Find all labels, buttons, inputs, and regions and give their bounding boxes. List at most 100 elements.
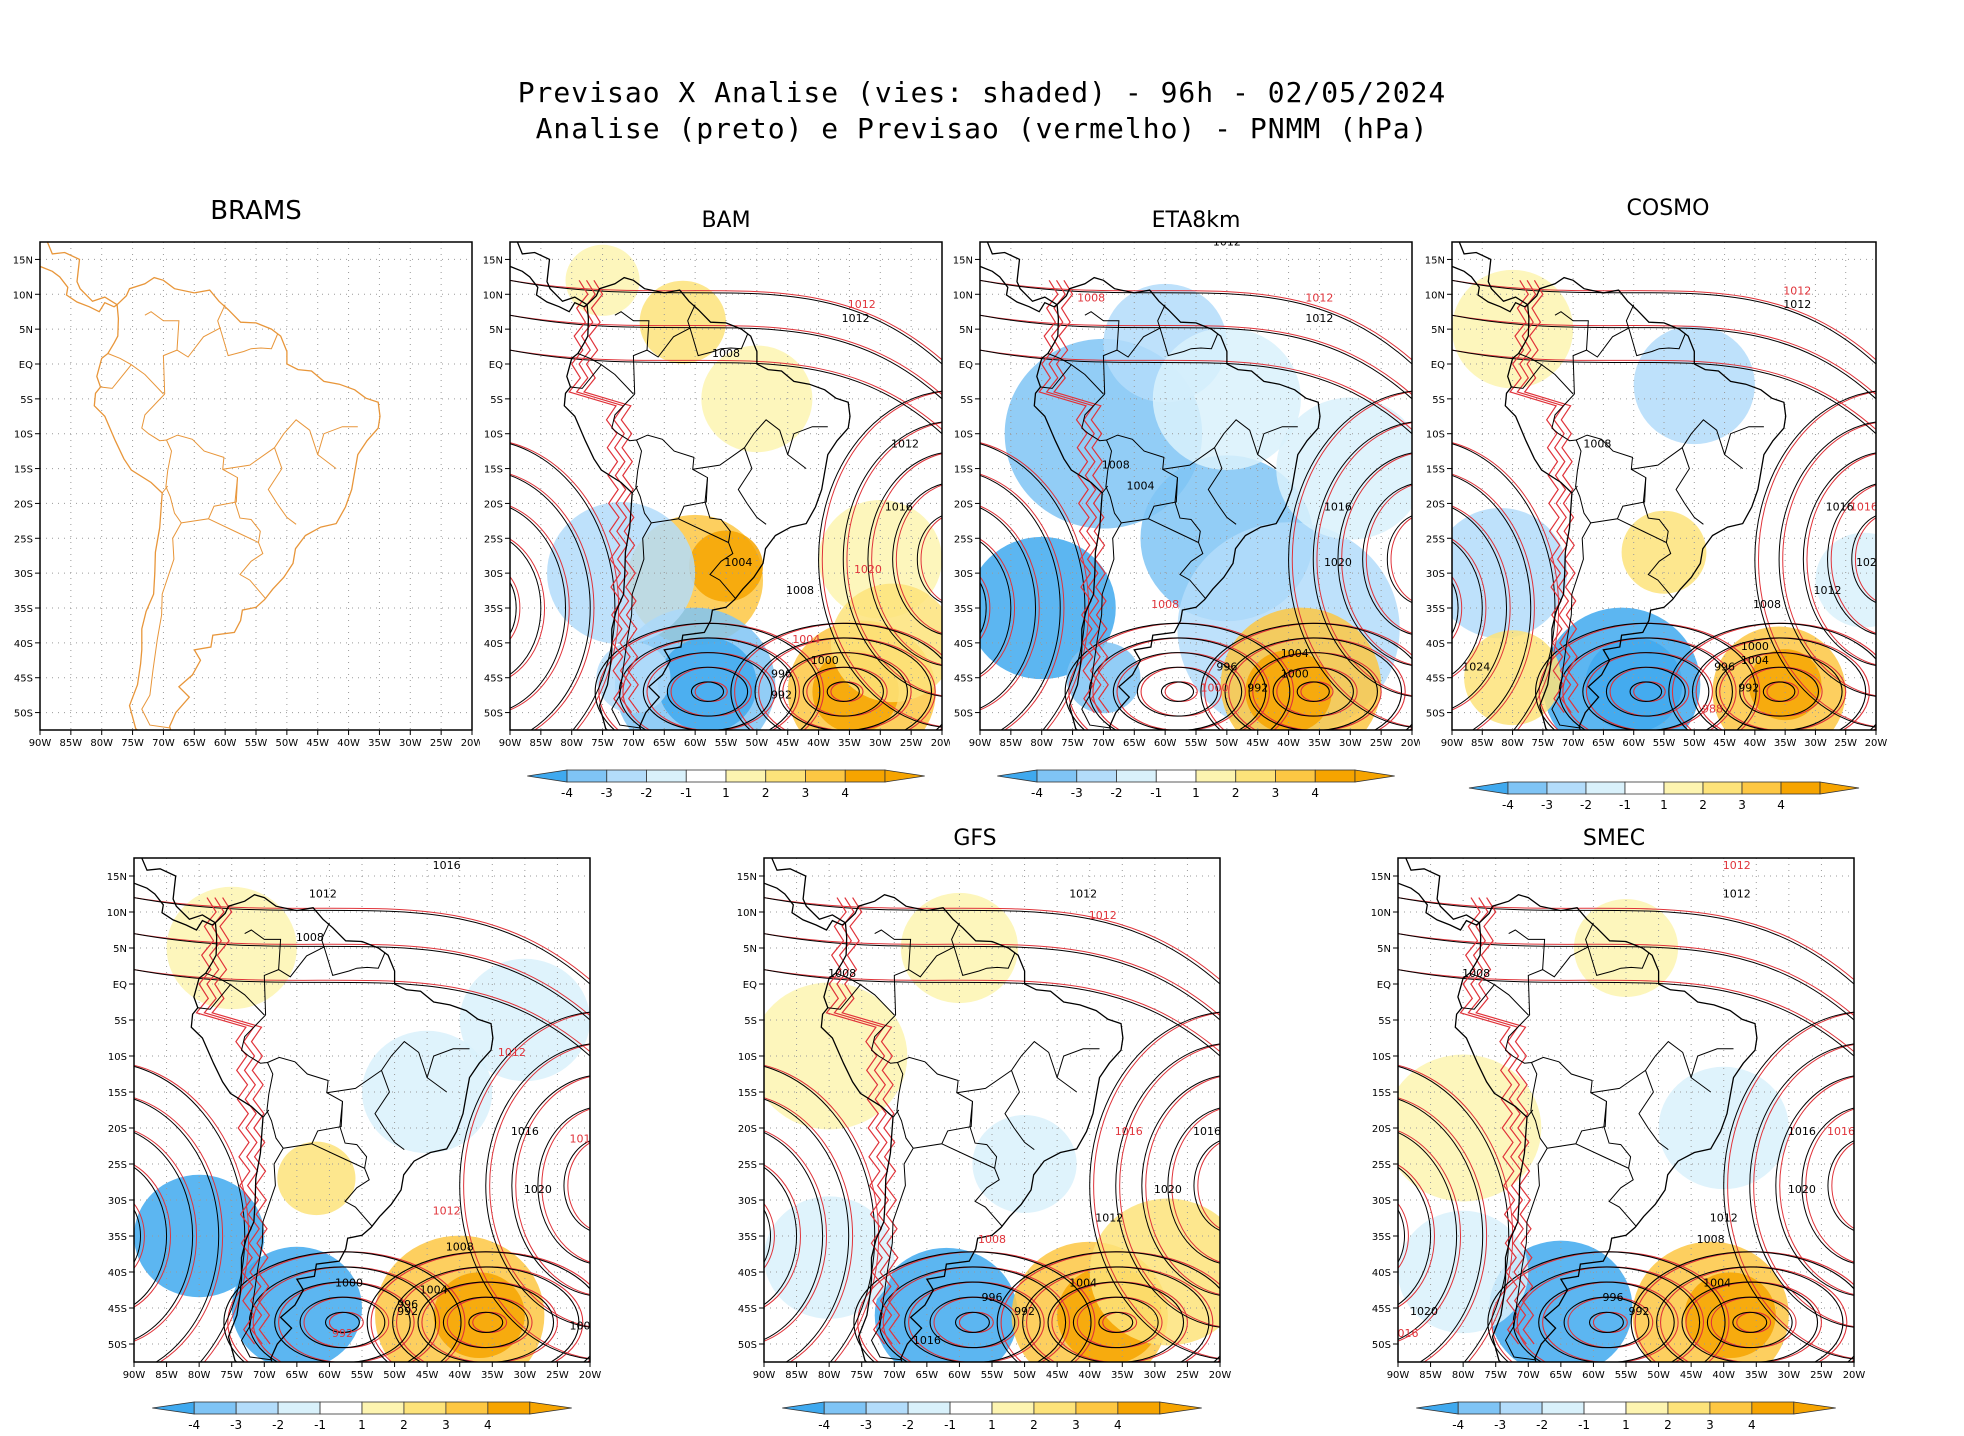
- isobar: [818, 390, 942, 728]
- lon-tick-label: 55W: [245, 738, 268, 749]
- coastline: [515, 242, 588, 306]
- colorbar-arrow-left: [1416, 1401, 1459, 1415]
- lon-tick-label: 50W: [1683, 738, 1706, 749]
- colorbar-label: 1: [358, 1418, 366, 1432]
- contour-label: 1016: [1827, 1125, 1855, 1138]
- isobar: [134, 897, 590, 981]
- colorbar-segment: [823, 1401, 867, 1415]
- colorbar-segment: [1751, 1401, 1795, 1415]
- colorbar-segment: [1116, 769, 1157, 783]
- country-border: [687, 304, 749, 357]
- isobar: [1775, 1075, 1854, 1296]
- lat-tick-label: 45S: [1372, 1304, 1391, 1315]
- lat-tick-label: 15S: [1372, 1088, 1391, 1099]
- lon-tick-label: 30W: [1804, 738, 1827, 749]
- country-border: [1631, 447, 1683, 470]
- contour-label: 1012: [309, 888, 337, 901]
- contour-label: 1012: [1783, 298, 1811, 311]
- country-border: [217, 304, 279, 357]
- country-border: [1106, 434, 1179, 524]
- colorbar-label: -3: [230, 1418, 242, 1432]
- contour-label: 1016: [1193, 1125, 1221, 1138]
- isobar: [1398, 1164, 1435, 1308]
- lon-tick-label: 35W: [838, 738, 861, 749]
- lat-tick-label: 15N: [483, 255, 503, 266]
- lat-tick-label: 10S: [14, 430, 33, 441]
- country-border: [874, 929, 912, 1016]
- coastline: [764, 882, 846, 931]
- contour-label: 996: [982, 1291, 1003, 1304]
- isobar: [510, 474, 591, 730]
- lat-tick-label: 20S: [108, 1124, 127, 1135]
- isobar: [1200, 622, 1412, 730]
- lat-tick-label: 40S: [954, 639, 973, 650]
- colorbar-segment: [319, 1401, 363, 1415]
- colorbar-segment: [805, 769, 846, 783]
- isobar: [980, 538, 1016, 678]
- contour-label: 1020: [1856, 556, 1884, 569]
- isobar: [1830, 484, 1876, 634]
- lon-tick-label: 40W: [1744, 738, 1767, 749]
- map-content: [40, 242, 472, 730]
- coastline: [980, 265, 1058, 313]
- isobar: [203, 897, 263, 1345]
- contour-label: 1008: [1102, 459, 1130, 472]
- isobar: [980, 314, 1412, 396]
- isobar: [594, 622, 821, 730]
- country-border: [197, 984, 265, 1016]
- isobar: [1782, 422, 1876, 697]
- contour-label: 1004: [1281, 647, 1309, 660]
- colorbar-segment: [487, 1401, 531, 1415]
- isobar: [980, 474, 1061, 730]
- isobar: [1398, 1131, 1458, 1341]
- colorbar-label: -4: [561, 786, 573, 800]
- map-panel-brams: 15N 10N 5N EQ 5S 10S 15S 20S 25S 30S 35S 40S 45S 50S 9…: [13, 241, 480, 749]
- bias-shading: [658, 637, 757, 730]
- contour-label: 1012: [1783, 284, 1811, 297]
- isobar: [1089, 1011, 1220, 1360]
- colorbar-arrow-right: [1354, 769, 1395, 783]
- contour-label: 1020: [1410, 1305, 1438, 1318]
- country-border: [326, 1069, 382, 1094]
- country-border: [951, 922, 1016, 977]
- colorbar-label: 3: [802, 786, 810, 800]
- colorbar-label: -1: [944, 1418, 956, 1432]
- bias-shading: [1633, 325, 1755, 445]
- isobar: [510, 279, 942, 361]
- country-border: [1081, 393, 1122, 524]
- isobar: [537, 1107, 590, 1264]
- lon-tick-label: 90W: [1441, 738, 1464, 749]
- contour-label: 992: [1014, 1305, 1035, 1318]
- colorbar-label: -4: [818, 1418, 830, 1432]
- country-border: [1551, 522, 1592, 729]
- isobar: [1316, 422, 1412, 697]
- isobar: [980, 442, 1090, 730]
- lon-tick-label: 90W: [123, 1370, 146, 1381]
- contour-label: 1016: [433, 859, 461, 872]
- bias-shading: [1815, 532, 1876, 628]
- isobar: [1732, 1311, 1768, 1334]
- contour-label: 1008: [1151, 598, 1179, 611]
- isobar: [1386, 515, 1412, 604]
- lat-tick-label: 40S: [1372, 1268, 1391, 1279]
- lon-tick-label: 50W: [1013, 1370, 1036, 1381]
- lat-tick-label: 45S: [108, 1304, 127, 1315]
- country-border: [1551, 393, 1592, 524]
- isobar: [895, 484, 942, 634]
- colorbar-segment: [1585, 781, 1626, 795]
- lon-tick-label: 75W: [220, 1370, 243, 1381]
- colorbar-segment: [1075, 1401, 1119, 1415]
- isobar: [1802, 452, 1876, 666]
- isobar: [299, 1296, 386, 1349]
- colorbar-label: 3: [1072, 1418, 1080, 1432]
- lon-tick-label: 55W: [981, 1370, 1004, 1381]
- lon-tick-label: 45W: [776, 738, 799, 749]
- lon-tick-label: 30W: [1144, 1370, 1167, 1381]
- lat-tick-label: 20S: [484, 499, 503, 510]
- contour-label: 1024: [1462, 661, 1490, 674]
- coastline: [93, 276, 381, 730]
- isobar: [730, 622, 942, 730]
- colorbar-segment: [606, 769, 647, 783]
- isobar: [764, 1130, 828, 1342]
- bias-shading: [277, 1141, 356, 1216]
